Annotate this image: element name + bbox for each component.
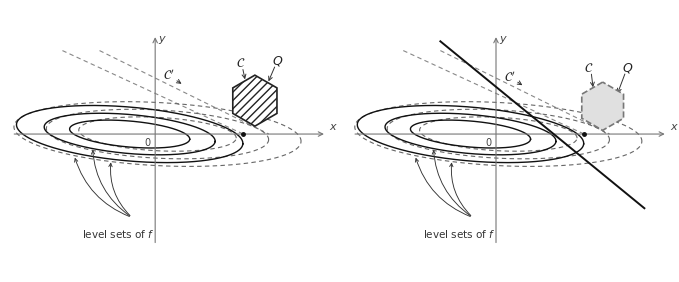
Text: $x$: $x$ — [670, 122, 679, 132]
Text: level sets of $f$: level sets of $f$ — [422, 228, 495, 240]
Text: $Q$: $Q$ — [623, 61, 634, 75]
Text: $y$: $y$ — [158, 34, 168, 46]
Text: $0$: $0$ — [485, 136, 493, 148]
Text: $y$: $y$ — [499, 34, 509, 46]
Text: $\mathcal{C}'$: $\mathcal{C}'$ — [164, 69, 175, 83]
Text: level sets of $f$: level sets of $f$ — [81, 228, 154, 240]
Text: $Q$: $Q$ — [272, 54, 284, 68]
Polygon shape — [582, 82, 623, 130]
Text: $\mathcal{C}$: $\mathcal{C}$ — [584, 62, 593, 75]
Text: $\mathcal{C}'$: $\mathcal{C}'$ — [504, 70, 515, 85]
Text: $x$: $x$ — [329, 122, 338, 132]
Polygon shape — [233, 75, 277, 126]
Text: $0$: $0$ — [145, 136, 152, 148]
Text: $\mathcal{C}$: $\mathcal{C}$ — [236, 57, 246, 70]
